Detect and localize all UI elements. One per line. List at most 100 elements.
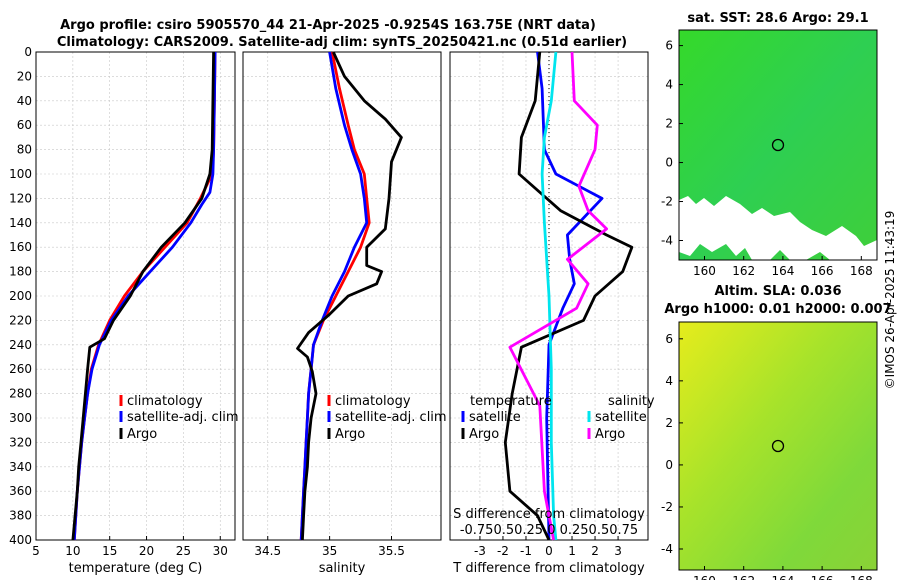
legend-label: satellite — [469, 410, 521, 425]
map-x-tick-label: 164 — [771, 574, 794, 580]
legend-label: Argo — [127, 427, 157, 442]
map-x-tick-label: 168 — [850, 574, 873, 580]
argo-position-marker — [771, 439, 785, 453]
sst-axes: 160 162 164 166 168 6 4 2 0 -2 -4 — [661, 39, 873, 278]
y-tick-label: 100 — [9, 167, 32, 181]
legend-header-temperature: temperature — [470, 394, 552, 409]
map-y-tick-label: 0 — [665, 458, 673, 472]
x-tick-label: 3 — [614, 544, 622, 558]
x-tick-label: 30 — [213, 544, 228, 558]
y-tick-label: 240 — [9, 338, 32, 352]
temperature-panel: 5 10 15 20 25 3002040608010012014016018020022… — [9, 45, 239, 576]
credit-text: ©IMOS 26-Apr-2025 11:43:19 — [883, 211, 897, 390]
y-tick-label: 0 — [24, 45, 32, 59]
axes-frame — [35, 51, 236, 541]
difference-panel: -3 -2 -1 0 1 2 3 T difference from climatology t… — [449, 51, 655, 576]
salinity-panel: 34.5 35 35.5 salinity climatologysatellite-a… — [242, 51, 447, 576]
map-x-tick-label: 166 — [811, 264, 834, 278]
sst-map: sat. SST: 28.6 Argo: 29.1 160 162 164 166 16… — [661, 11, 878, 278]
map-x-tick-label: 160 — [693, 574, 716, 580]
series-line-s-argo — [508, 51, 608, 541]
map-x-tick-label: 160 — [693, 264, 716, 278]
sla-map: Altim. SLA: 0.036 Argo h1000: 0.01 h2000… — [661, 284, 892, 580]
x-axis-label: T difference from climatology — [452, 561, 645, 576]
s-tick-labels: -0.750.50.25 0 0.250.50.75 — [460, 523, 638, 538]
sla-map-title-2: Argo h1000: 0.01 h2000: 0.007 — [664, 302, 891, 317]
sst-map-title: sat. SST: 28.6 Argo: 29.1 — [687, 11, 868, 26]
map-y-tick-label: 2 — [665, 416, 673, 430]
legend-label: satellite — [595, 410, 647, 425]
series-line-s-satellite — [540, 51, 558, 541]
x-tick-label: -3 — [474, 544, 486, 558]
map-x-tick-label: 162 — [732, 574, 755, 580]
argo-position-marker — [771, 138, 785, 152]
sla-axes: 160 162 164 166 168 6 4 2 0 -2 -4 — [661, 332, 873, 580]
map-x-tick-label: 164 — [771, 264, 794, 278]
legend-header-salinity: salinity — [608, 394, 655, 409]
x-tick-label: 15 — [102, 544, 117, 558]
sst-frame — [678, 29, 878, 261]
y-tick-label: 200 — [9, 289, 32, 303]
map-y-tick-label: -4 — [661, 234, 673, 248]
sla-map-title-1: Altim. SLA: 0.036 — [715, 284, 842, 299]
x-tick-label: 20 — [139, 544, 154, 558]
x-tick-label: 35 — [322, 544, 337, 558]
map-y-tick-label: -2 — [661, 195, 673, 209]
map-x-tick-label: 162 — [732, 264, 755, 278]
sla-map-field — [679, 322, 877, 570]
series-line-t-argo — [503, 51, 634, 541]
map-x-tick-label: 166 — [811, 574, 834, 580]
legend-label: climatology — [335, 394, 411, 409]
y-tick-label: 360 — [9, 484, 32, 498]
series-line-satellite-adj-clim — [299, 51, 369, 541]
y-tick-label: 380 — [9, 509, 32, 523]
map-y-tick-label: 6 — [665, 332, 673, 346]
y-tick-label: 180 — [9, 265, 32, 279]
x-tick-label: -1 — [520, 544, 532, 558]
map-y-tick-label: 0 — [665, 156, 673, 170]
title-line-2: Climatology: CARS2009. Satellite-adj cli… — [57, 35, 627, 50]
x-tick-label: 25 — [176, 544, 191, 558]
x-tick-label: 5 — [32, 544, 40, 558]
map-y-tick-label: -2 — [661, 500, 673, 514]
legend-label: Argo — [595, 427, 625, 442]
title-line-1: Argo profile: csiro 5905570_44 21-Apr-20… — [60, 18, 596, 33]
y-tick-label: 80 — [17, 143, 32, 157]
map-y-tick-label: 4 — [665, 78, 673, 92]
y-tick-label: 280 — [9, 387, 32, 401]
axes-frame — [242, 51, 442, 541]
y-tick-label: 400 — [9, 533, 32, 547]
series-line-argo — [296, 51, 403, 541]
y-tick-label: 60 — [17, 118, 32, 132]
x-tick-label: 0 — [545, 544, 553, 558]
x-tick-label: 2 — [591, 544, 599, 558]
top-axis-label: S difference from climatology — [453, 507, 645, 522]
x-axis-label: temperature (deg C) — [69, 561, 203, 576]
y-tick-label: 40 — [17, 94, 32, 108]
y-tick-label: 160 — [9, 240, 32, 254]
y-tick-label: 260 — [9, 362, 32, 376]
legend-label: Argo — [469, 427, 499, 442]
x-tick-label: 1 — [568, 544, 576, 558]
x-tick-label: 34.5 — [254, 544, 281, 558]
x-tick-label: 35.5 — [378, 544, 405, 558]
y-tick-label: 20 — [17, 69, 32, 83]
y-tick-label: 340 — [9, 460, 32, 474]
x-axis-label: salinity — [319, 561, 366, 576]
map-y-tick-label: -4 — [661, 542, 673, 556]
map-x-tick-label: 168 — [850, 264, 873, 278]
sla-frame — [678, 321, 878, 571]
series-line-argo — [71, 51, 215, 541]
x-tick-label: 10 — [65, 544, 80, 558]
sst-missing-data — [679, 196, 877, 260]
map-y-tick-label: 4 — [665, 374, 673, 388]
map-y-tick-label: 6 — [665, 39, 673, 53]
x-tick-label: -2 — [497, 544, 509, 558]
y-tick-label: 320 — [9, 435, 32, 449]
y-tick-label: 120 — [9, 191, 32, 205]
legend-label: satellite-adj. clim — [335, 410, 447, 425]
y-tick-label: 300 — [9, 411, 32, 425]
legend-label: climatology — [127, 394, 203, 409]
legend-label: satellite-adj. clim — [127, 410, 239, 425]
